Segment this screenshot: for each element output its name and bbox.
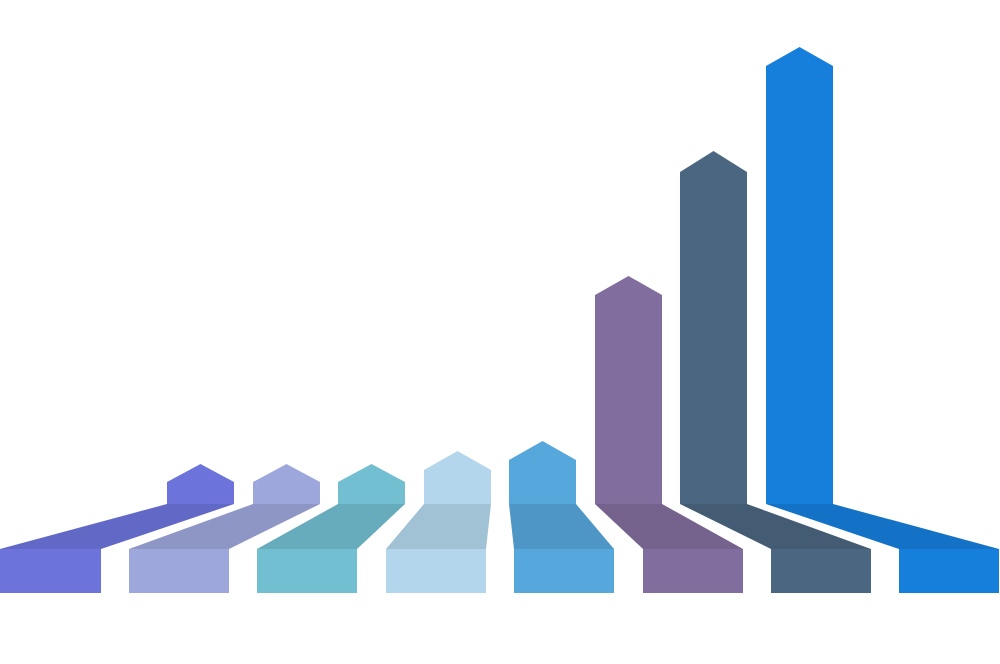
arrow-8-connector xyxy=(766,504,999,549)
arrow-1-base xyxy=(0,549,101,593)
arrow-6 xyxy=(595,276,743,593)
arrow-5-shaft xyxy=(509,441,576,504)
arrow-5 xyxy=(509,441,614,593)
arrow-4-base xyxy=(386,549,486,593)
arrows-layer xyxy=(0,47,999,593)
arrow-6-connector xyxy=(595,504,743,549)
arrow-8-base xyxy=(899,549,999,593)
arrow-4 xyxy=(386,451,491,593)
arrow-4-connector xyxy=(386,504,491,549)
arrow-3-connector xyxy=(257,504,405,549)
arrow-1 xyxy=(0,464,234,593)
arrow-2-shaft xyxy=(253,464,320,504)
arrow-7 xyxy=(680,151,871,593)
arrow-8-shaft xyxy=(766,47,833,504)
arrow-7-connector xyxy=(680,504,871,549)
arrow-3-base xyxy=(257,549,357,593)
arrow-6-base xyxy=(643,549,743,593)
arrow-4-shaft xyxy=(424,451,491,504)
arrow-2-connector xyxy=(129,504,320,549)
arrow-3-shaft xyxy=(338,464,405,504)
arrow-5-connector xyxy=(509,504,614,549)
arrow-3 xyxy=(257,464,405,593)
arrow-2-base xyxy=(129,549,229,593)
arrow-1-shaft xyxy=(167,464,234,504)
arrow-7-base xyxy=(771,549,871,593)
arrow-6-shaft xyxy=(595,276,662,504)
arrow-2 xyxy=(129,464,320,593)
arrow-7-shaft xyxy=(680,151,747,504)
arrow-1-connector xyxy=(0,504,234,549)
arrow-5-base xyxy=(514,549,614,593)
arrow-8 xyxy=(766,47,999,593)
